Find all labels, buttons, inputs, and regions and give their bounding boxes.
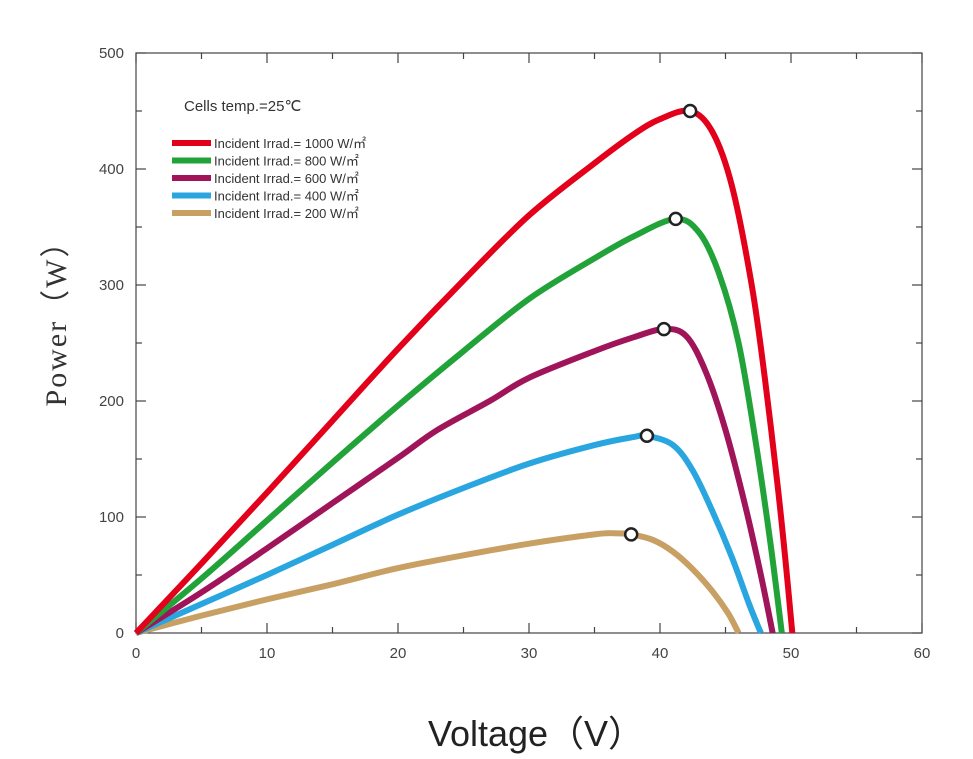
mpp-marker xyxy=(623,527,639,542)
x-tick-label: 60 xyxy=(914,645,931,662)
legend-label: Incident Irrad.= 400 W/㎡ xyxy=(214,189,359,204)
mpp-marker xyxy=(639,428,655,444)
legend-label: Incident Irrad.= 1000 W/㎡ xyxy=(214,136,366,151)
y-tick-label: 300 xyxy=(99,277,124,294)
series-line xyxy=(135,530,742,636)
y-tick-label: 400 xyxy=(99,161,124,178)
series-line xyxy=(134,326,776,636)
y-tick-label: 200 xyxy=(99,393,124,410)
mpp-marker xyxy=(668,211,683,227)
x-tick-label: 30 xyxy=(521,645,538,662)
axis-tick-labels: 0 10 20 30 40 50 60 0 100 200 300 400 500 xyxy=(99,45,930,662)
mpp-marker xyxy=(682,103,698,119)
series-line xyxy=(133,107,796,636)
x-tick-label: 40 xyxy=(652,645,669,662)
x-tick-label: 10 xyxy=(259,645,276,662)
temperature-annotation: Cells temp.=25℃ xyxy=(184,98,301,115)
legend-label: Incident Irrad.= 200 W/㎡ xyxy=(214,206,359,221)
x-axis-label: Voltage（V） xyxy=(428,713,644,754)
curves xyxy=(133,107,796,636)
legend-label: Incident Irrad.= 800 W/㎡ xyxy=(214,154,359,169)
y-tick-label: 0 xyxy=(116,625,124,642)
y-tick-label: 500 xyxy=(99,45,124,62)
series-line xyxy=(134,215,785,636)
x-tick-label: 50 xyxy=(783,645,800,662)
legend-label: Incident Irrad.= 600 W/㎡ xyxy=(214,171,359,186)
x-tick-label: 20 xyxy=(390,645,407,662)
axis-ticks xyxy=(135,52,923,634)
x-tick-label: 0 xyxy=(132,645,140,662)
legend: Incident Irrad.= 1000 W/㎡ Incident Irrad.… xyxy=(172,136,366,221)
series-line xyxy=(134,432,764,636)
mpp-markers xyxy=(623,103,698,542)
y-axis-label: Power（W） xyxy=(40,226,73,407)
mpp-marker xyxy=(656,321,672,337)
y-tick-label: 100 xyxy=(99,509,124,526)
